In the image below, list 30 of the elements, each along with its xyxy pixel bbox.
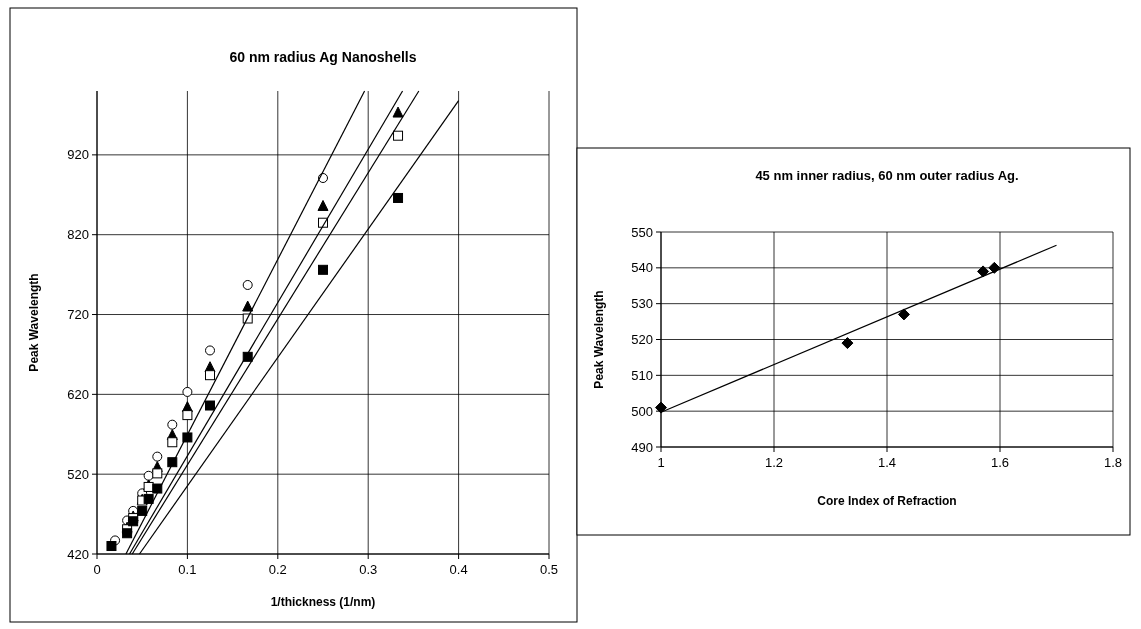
x-tick-label: 0.5 bbox=[539, 562, 559, 577]
y-tick-label: 920 bbox=[67, 147, 89, 163]
chart-title: 45 nm inner radius, 60 nm outer radius Ag. bbox=[755, 168, 1019, 183]
x-tick-label: 1.6 bbox=[990, 455, 1010, 470]
y-tick-label: 820 bbox=[67, 227, 89, 243]
x-tick-label: 1.4 bbox=[877, 455, 897, 470]
y-tick-label: 530 bbox=[631, 296, 653, 312]
y-axis-title: Peak Wavelength bbox=[592, 290, 606, 389]
x-tick-label: 0.1 bbox=[178, 562, 197, 577]
x-tick-label: 0.4 bbox=[449, 562, 468, 577]
y-tick-label: 510 bbox=[631, 367, 653, 383]
y-tick-label: 620 bbox=[67, 386, 89, 402]
y-tick-label: 520 bbox=[631, 332, 653, 348]
y-tick-label: 550 bbox=[631, 224, 653, 240]
x-axis-title: 1/thickness (1/nm) bbox=[270, 595, 376, 609]
x-tick-label: 1.2 bbox=[764, 455, 784, 470]
x-axis-title: Core Index of Refraction bbox=[817, 494, 957, 508]
y-tick-label: 420 bbox=[67, 546, 89, 562]
y-axis-title: Peak Wavelength bbox=[27, 273, 41, 372]
x-tick-label: 1 bbox=[657, 455, 665, 470]
x-tick-label: 1.8 bbox=[1103, 455, 1123, 470]
y-tick-label: 720 bbox=[67, 307, 89, 323]
x-tick-label: 0.2 bbox=[268, 562, 287, 577]
y-tick-label: 490 bbox=[631, 439, 653, 455]
y-tick-label: 500 bbox=[631, 403, 653, 419]
y-tick-label: 540 bbox=[631, 260, 653, 276]
chart-title: 60 nm radius Ag Nanoshells bbox=[229, 49, 417, 65]
x-tick-label: 0 bbox=[93, 562, 101, 577]
y-tick-label: 520 bbox=[67, 466, 89, 482]
x-tick-label: 0.3 bbox=[359, 562, 378, 577]
